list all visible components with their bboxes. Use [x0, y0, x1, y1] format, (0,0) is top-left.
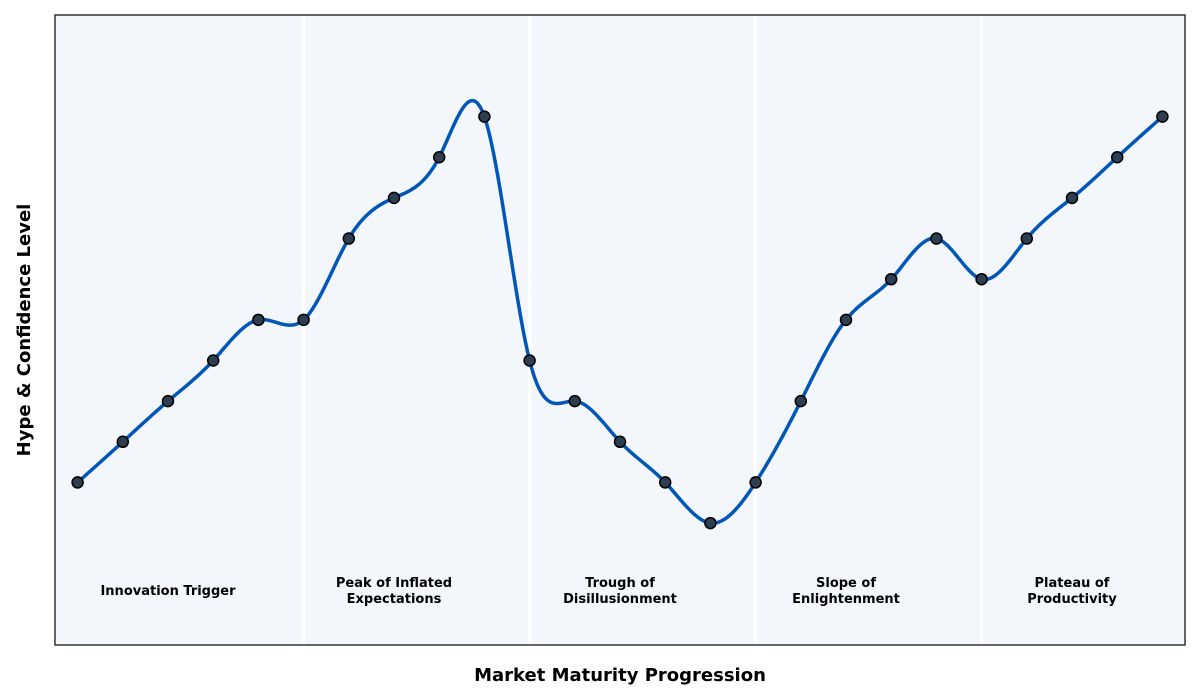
data-point-marker: [794, 394, 808, 408]
data-point-marker: [839, 313, 853, 327]
data-point-marker: [975, 272, 988, 286]
data-point-marker: [658, 476, 672, 489]
phase-label: Trough of Disillusionment: [563, 576, 677, 607]
phase-label: Innovation Trigger: [100, 584, 236, 599]
data-point-marker: [1110, 151, 1124, 164]
data-point-marker: [523, 354, 536, 367]
phase-label: Slope of Enlightenment: [792, 576, 900, 607]
data-point-marker: [432, 151, 446, 164]
data-point-marker: [206, 354, 220, 367]
data-point-marker: [568, 394, 582, 408]
data-point-marker: [1020, 232, 1034, 245]
data-point-marker: [71, 476, 84, 489]
data-point-marker: [704, 516, 717, 530]
plot-frame: [54, 14, 1186, 646]
data-point-marker: [1065, 191, 1079, 205]
data-point-marker: [297, 313, 310, 327]
data-point-marker: [749, 476, 762, 489]
data-point-marker: [613, 435, 627, 449]
data-point-marker: [161, 394, 175, 408]
x-axis-label: Market Maturity Progression: [474, 665, 766, 686]
phase-label: Plateau of Productivity: [1027, 576, 1117, 607]
data-point-marker: [342, 232, 356, 245]
data-point-marker: [1156, 110, 1169, 123]
data-point-marker: [478, 110, 491, 123]
data-point-marker: [930, 232, 943, 245]
phase-label: Peak of Inflated Expectations: [336, 576, 452, 607]
y-axis-label: Hype & Confidence Level: [14, 204, 35, 457]
data-point-marker: [252, 313, 265, 327]
data-point-marker: [116, 435, 130, 449]
data-point-marker: [387, 191, 401, 205]
plot-background: [55, 15, 1185, 645]
data-point-marker: [884, 272, 898, 286]
